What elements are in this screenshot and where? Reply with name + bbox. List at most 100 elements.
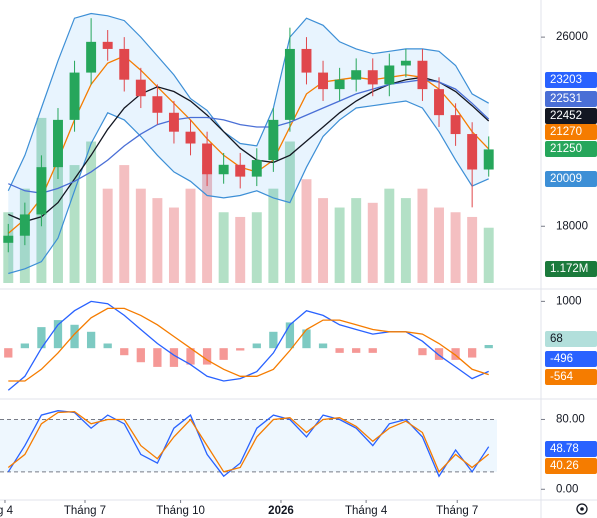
candle-body: [19, 214, 30, 236]
histogram-bar: [236, 348, 245, 351]
histogram-bar: [153, 348, 162, 367]
histogram-bar: [285, 322, 295, 349]
volume-bar: [135, 188, 146, 283]
value-tag: [545, 108, 597, 124]
value-tag-label: 48.78: [550, 443, 579, 455]
volume-bar: [102, 188, 113, 283]
histogram-bar: [468, 348, 477, 358]
candle-body: [318, 72, 329, 90]
value-tag-label: -564: [550, 371, 574, 383]
x-tick-label: Tháng 7: [436, 505, 478, 517]
candle-body: [119, 48, 130, 80]
volume-bar: [467, 216, 478, 283]
candle-body: [251, 160, 262, 177]
value-tag: [545, 261, 597, 277]
y-tick-label: 26000: [556, 31, 588, 43]
value-tag-label: 23203: [550, 74, 582, 86]
value-tag: [545, 91, 597, 107]
value-tag-label: 22452: [550, 110, 582, 122]
moving-average: [8, 79, 490, 194]
y-tick-label: 80.00: [556, 413, 585, 425]
candle-body: [483, 149, 494, 170]
y-tick-label: 0.00: [556, 483, 578, 495]
stoch-line: [7, 410, 490, 473]
volume-bar: [450, 212, 461, 283]
candle-body: [53, 119, 63, 168]
bollinger-upper: [7, 12, 489, 192]
histogram-bar: [302, 329, 311, 349]
candle-body: [218, 164, 229, 175]
volume-bar: [417, 188, 428, 283]
candle-body: [434, 89, 444, 116]
value-tag-label: 40.26: [550, 460, 579, 472]
settings-icon[interactable]: [576, 503, 588, 515]
volume-bar: [251, 212, 262, 283]
volume-bar: [301, 179, 312, 283]
candle-body: [152, 96, 163, 113]
bollinger-lower: [8, 100, 489, 275]
volume-bar: [152, 198, 163, 283]
candle-body: [301, 48, 312, 73]
value-tag: [545, 141, 597, 157]
histogram-bar: [219, 348, 228, 360]
volume-bar: [351, 198, 362, 283]
volume-bar: [53, 141, 63, 283]
candle-body: [284, 48, 295, 120]
volume-bar: [284, 141, 295, 283]
value-tag-label: 21250: [550, 143, 582, 155]
histogram-bar: [352, 348, 361, 353]
candle-body: [400, 60, 411, 66]
x-tick-label: Tháng 7: [64, 505, 106, 517]
volume-bar: [434, 207, 444, 283]
histogram-bar: [269, 331, 278, 349]
volume-bar: [483, 227, 494, 283]
settings-gear[interactable]: [576, 503, 588, 515]
candle-body: [384, 65, 395, 85]
value-tag: [545, 458, 597, 474]
volume-bar: [119, 165, 130, 283]
volume-bar: [185, 188, 196, 283]
candle-body: [235, 164, 246, 177]
histogram-bar: [202, 348, 212, 365]
candle-body: [102, 41, 113, 49]
volume-bar: [384, 188, 395, 283]
histogram-bar: [335, 348, 344, 353]
macd-line: [7, 300, 489, 391]
settings-gear-center[interactable]: [580, 507, 584, 511]
candle-body: [268, 119, 279, 161]
value-tag: [545, 72, 597, 88]
volume-bar: [400, 198, 411, 283]
histogram-bar: [418, 348, 427, 356]
volume-bar: [268, 188, 279, 283]
histogram-bar: [37, 327, 46, 349]
value-tag-label: -496: [550, 353, 573, 365]
histogram-bar: [4, 348, 13, 358]
volume-bar: [235, 216, 246, 283]
histogram-bar: [53, 320, 63, 349]
value-tag-label: 20009: [550, 173, 582, 185]
value-tag-label: 68: [550, 333, 563, 345]
value-tag: [545, 171, 597, 187]
histogram-bar: [103, 343, 112, 349]
candle-body: [168, 112, 179, 132]
histogram-bar: [120, 348, 129, 356]
value-tag: [545, 124, 597, 140]
value-tag: [545, 331, 597, 347]
x-tick-label: Tháng 10: [156, 505, 205, 517]
volume-bar: [168, 207, 179, 283]
candle-body: [185, 131, 196, 144]
value-tag: [545, 369, 597, 385]
volume-bar: [218, 212, 229, 283]
histogram-bar: [20, 343, 29, 349]
moving-average: [7, 55, 490, 234]
candle-body: [69, 72, 80, 120]
candle-body: [135, 79, 146, 97]
histogram-bar: [451, 348, 460, 360]
volume-bar: [202, 165, 213, 283]
histogram-bar: [318, 343, 328, 349]
histogram-bar: [86, 331, 96, 349]
value-tag-label: 22531: [550, 93, 582, 105]
x-tick-label: 2026: [268, 505, 294, 517]
